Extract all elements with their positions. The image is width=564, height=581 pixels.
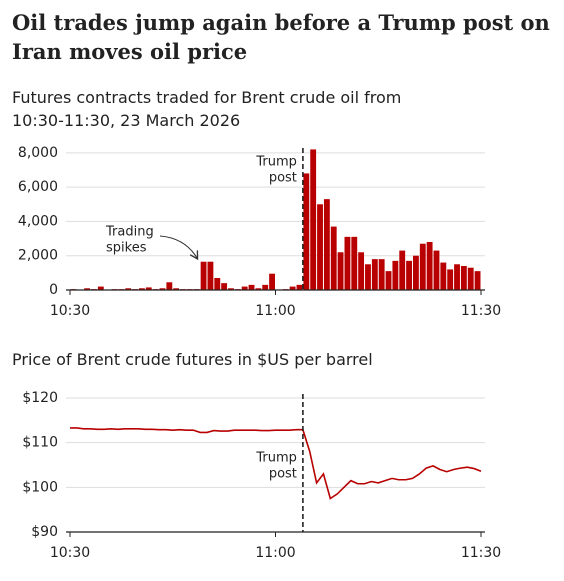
y-tick-label: $100 — [22, 479, 58, 495]
bar — [145, 287, 152, 290]
annotation: post — [269, 171, 297, 186]
bar — [317, 204, 323, 290]
bar — [296, 284, 303, 290]
bar — [351, 236, 358, 290]
x-tick-label: 10:30 — [50, 545, 90, 561]
bar — [166, 282, 173, 290]
bar — [406, 260, 412, 290]
y-tick-label: 6,000 — [18, 179, 58, 195]
y-tick-label: $120 — [22, 390, 58, 406]
x-tick-label: 11:00 — [255, 303, 295, 319]
x-tick-label: 11:00 — [255, 545, 295, 561]
annotation-arrow — [159, 235, 197, 258]
bar — [454, 264, 460, 290]
x-tick-label: 10:30 — [50, 303, 90, 319]
bar — [330, 226, 337, 290]
chart-title: Price of Brent crude futures in $US per … — [12, 350, 373, 369]
bar — [467, 267, 474, 290]
bar — [337, 252, 344, 290]
bar — [125, 288, 132, 290]
bar — [159, 288, 166, 290]
bar — [365, 264, 371, 290]
bar — [378, 259, 385, 290]
bar — [385, 271, 392, 290]
annotation: Trump — [255, 451, 297, 466]
bar — [303, 173, 310, 290]
y-tick-label: $110 — [22, 435, 58, 451]
bar — [440, 262, 447, 290]
headline: Oil trades jump again before a Trump pos… — [12, 10, 550, 64]
bar — [433, 250, 440, 290]
bar — [460, 266, 467, 290]
y-tick-label: 4,000 — [18, 213, 58, 229]
bar — [344, 236, 351, 290]
bar — [200, 261, 207, 290]
bar — [358, 252, 365, 290]
bar — [248, 284, 255, 290]
annotation: spikes — [106, 241, 147, 256]
bar — [413, 255, 419, 290]
bar — [474, 271, 481, 290]
y-tick-label: 0 — [49, 282, 58, 298]
bar — [289, 286, 296, 290]
bar — [173, 288, 180, 290]
annotation: Trump — [255, 155, 297, 170]
bar — [419, 243, 426, 290]
bar — [323, 199, 330, 290]
bar — [426, 242, 433, 290]
bar — [221, 283, 228, 290]
bar — [228, 288, 234, 290]
price-line — [70, 427, 482, 500]
bar — [84, 288, 91, 290]
annotation: post — [269, 467, 297, 482]
annotation: Trading — [105, 225, 154, 240]
bar — [255, 288, 262, 290]
bar — [269, 273, 275, 290]
bar — [262, 284, 269, 290]
bar — [310, 149, 317, 290]
x-tick-label: 11:30 — [461, 545, 501, 561]
bar — [207, 261, 214, 290]
bar — [97, 286, 104, 290]
y-tick-label: 8,000 — [18, 145, 58, 161]
bar — [371, 259, 378, 290]
bar — [214, 278, 221, 290]
bar — [392, 260, 399, 290]
y-tick-label: $90 — [31, 524, 58, 540]
bar — [447, 269, 454, 290]
y-tick-label: 2,000 — [18, 248, 58, 264]
bar — [399, 250, 406, 290]
bar — [241, 286, 248, 290]
x-tick-label: 11:30 — [461, 303, 501, 319]
chart-title: Futures contracts traded for Brent crude… — [12, 88, 402, 130]
bar — [139, 288, 145, 290]
